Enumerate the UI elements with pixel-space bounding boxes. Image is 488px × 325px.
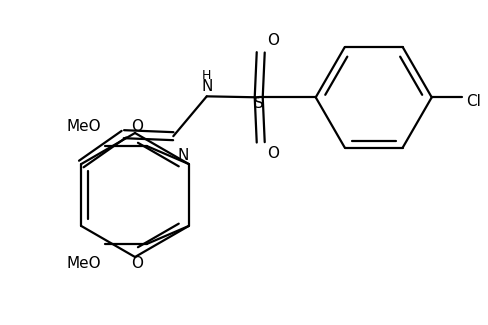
Text: N: N: [177, 148, 189, 163]
Text: MeO: MeO: [66, 256, 101, 271]
Text: O: O: [131, 119, 142, 134]
Text: H: H: [202, 69, 211, 82]
Text: N: N: [201, 79, 212, 94]
Text: O: O: [267, 146, 279, 161]
Text: S: S: [254, 96, 264, 111]
Text: MeO: MeO: [66, 119, 101, 134]
Text: Cl: Cl: [466, 94, 481, 109]
Text: O: O: [131, 256, 142, 271]
Text: O: O: [267, 33, 279, 48]
